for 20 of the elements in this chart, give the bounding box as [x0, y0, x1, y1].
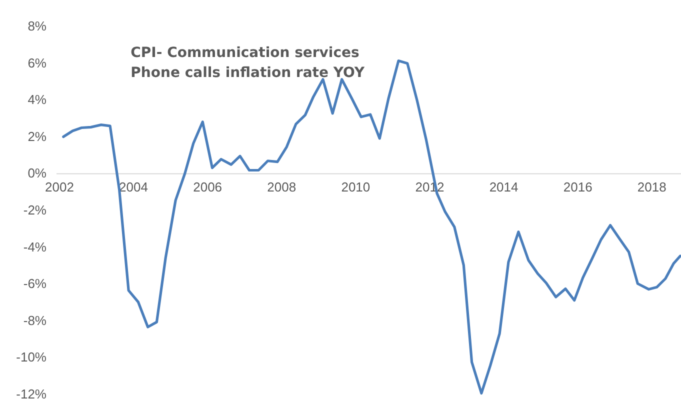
x-tick-label: 2010 [341, 180, 370, 195]
y-tick-label: -6% [23, 276, 47, 292]
x-tick-label: 2002 [45, 180, 74, 195]
x-tick-label: 2014 [489, 180, 518, 195]
x-tick-label: 2016 [563, 180, 592, 195]
y-tick-label: -4% [23, 239, 47, 254]
y-tick-label: 8% [28, 18, 47, 34]
y-tick-label: 6% [28, 55, 47, 70]
y-tick-label: -2% [23, 202, 47, 218]
text: CPI- Communication services [130, 45, 360, 61]
y-tick-label: -8% [23, 312, 47, 328]
text: Phone calls inflation rate YOY [130, 65, 366, 81]
x-tick-label: 2006 [193, 180, 222, 195]
x-tick-label: 2018 [637, 180, 666, 195]
y-tick-label: 2% [28, 128, 47, 144]
y-tick-label: 4% [28, 92, 47, 108]
y-tick-label: -12% [16, 386, 47, 402]
x-tick-label: 2008 [267, 180, 296, 195]
y-tick-label: 0% [28, 166, 47, 181]
y-tick-label: -10% [16, 350, 47, 365]
